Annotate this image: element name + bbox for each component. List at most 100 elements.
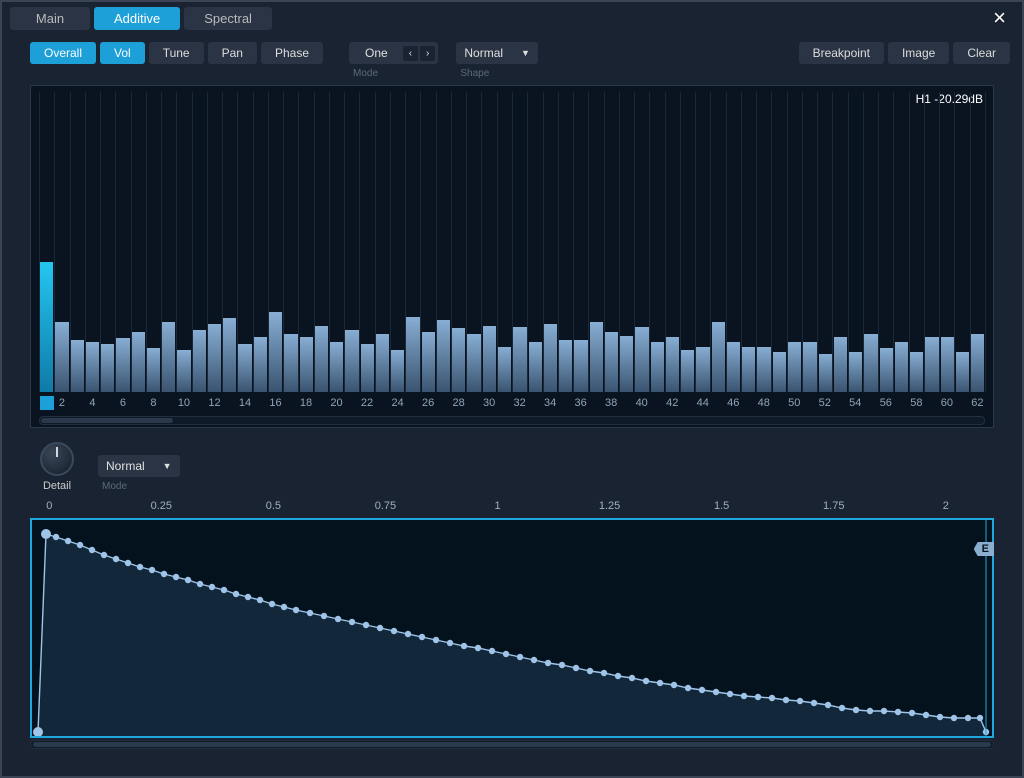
param-vol[interactable]: Vol bbox=[100, 42, 145, 64]
harmonic-bar[interactable] bbox=[880, 348, 893, 392]
envelope-breakpoint[interactable] bbox=[461, 643, 467, 649]
envelope-breakpoint[interactable] bbox=[65, 538, 71, 544]
harmonic-bar[interactable] bbox=[467, 334, 480, 392]
envelope-breakpoint[interactable] bbox=[125, 560, 131, 566]
envelope-breakpoint[interactable] bbox=[419, 634, 425, 640]
envelope-breakpoint[interactable] bbox=[671, 682, 677, 688]
harmonic-bar[interactable] bbox=[177, 350, 190, 392]
envelope-breakpoint[interactable] bbox=[391, 628, 397, 634]
close-icon[interactable]: × bbox=[985, 5, 1014, 31]
envelope-breakpoint[interactable] bbox=[727, 691, 733, 697]
harmonic-bar[interactable] bbox=[71, 340, 84, 392]
harmonic-bar[interactable] bbox=[590, 322, 603, 392]
harmonic-bar[interactable] bbox=[40, 262, 53, 392]
harmonic-bar[interactable] bbox=[116, 338, 129, 392]
envelope-breakpoint[interactable] bbox=[321, 613, 327, 619]
envelope-breakpoint[interactable] bbox=[797, 698, 803, 704]
harmonic-bar[interactable] bbox=[544, 324, 557, 392]
harmonic-bar[interactable] bbox=[269, 312, 282, 392]
spectrum-scrollbar[interactable] bbox=[39, 416, 985, 425]
harmonic-bar[interactable] bbox=[498, 347, 511, 392]
envelope-breakpoint[interactable] bbox=[209, 584, 215, 590]
envelope-breakpoint[interactable] bbox=[245, 594, 251, 600]
envelope-breakpoint[interactable] bbox=[839, 705, 845, 711]
envelope-breakpoint[interactable] bbox=[643, 678, 649, 684]
harmonic-bar[interactable] bbox=[605, 332, 618, 392]
harmonic-bar[interactable] bbox=[345, 330, 358, 392]
param-tune[interactable]: Tune bbox=[149, 42, 204, 64]
harmonic-bar[interactable] bbox=[208, 324, 221, 392]
harmonic-spectrum[interactable]: H1 -20.29dB 2468101214161820222426283032… bbox=[30, 85, 994, 428]
envelope-breakpoint[interactable] bbox=[783, 697, 789, 703]
harmonic-bar[interactable] bbox=[193, 330, 206, 392]
harmonic-bar[interactable] bbox=[483, 326, 496, 392]
envelope-breakpoint[interactable] bbox=[965, 715, 971, 721]
harmonic-bar[interactable] bbox=[757, 347, 770, 392]
envelope-breakpoint[interactable] bbox=[531, 657, 537, 663]
envelope-breakpoint[interactable] bbox=[405, 631, 411, 637]
harmonic-bar[interactable] bbox=[101, 344, 114, 392]
envelope-breakpoint[interactable] bbox=[257, 597, 263, 603]
param-phase[interactable]: Phase bbox=[261, 42, 323, 64]
harmonic-bar[interactable] bbox=[910, 352, 923, 392]
envelope-breakpoint[interactable] bbox=[559, 662, 565, 668]
envelope-breakpoint[interactable] bbox=[335, 616, 341, 622]
harmonic-bar[interactable] bbox=[147, 348, 160, 392]
harmonic-bar[interactable] bbox=[223, 318, 236, 392]
harmonic-bar[interactable] bbox=[284, 334, 297, 392]
envelope-breakpoint[interactable] bbox=[53, 534, 59, 540]
envelope-breakpoint[interactable] bbox=[895, 709, 901, 715]
harmonic-bar[interactable] bbox=[620, 336, 633, 392]
envelope-breakpoint[interactable] bbox=[41, 529, 51, 539]
harmonic-bar[interactable] bbox=[681, 350, 694, 392]
harmonic-bar[interactable] bbox=[834, 337, 847, 392]
harmonic-bar[interactable] bbox=[361, 344, 374, 392]
harmonic-bar[interactable] bbox=[727, 342, 740, 392]
envelope-end-marker[interactable]: E bbox=[974, 542, 994, 556]
harmonic-bar[interactable] bbox=[376, 334, 389, 392]
harmonic-bar[interactable] bbox=[391, 350, 404, 392]
param-pan[interactable]: Pan bbox=[208, 42, 257, 64]
harmonic-bar[interactable] bbox=[437, 320, 450, 392]
image-button[interactable]: Image bbox=[888, 42, 949, 64]
envelope-breakpoint[interactable] bbox=[307, 610, 313, 616]
harmonic-bar[interactable] bbox=[635, 327, 648, 392]
envelope-breakpoint[interactable] bbox=[113, 556, 119, 562]
envelope-breakpoint[interactable] bbox=[77, 542, 83, 548]
harmonic-bar[interactable] bbox=[330, 342, 343, 392]
envelope-breakpoint[interactable] bbox=[881, 708, 887, 714]
harmonic-bar[interactable] bbox=[666, 337, 679, 392]
envelope-breakpoint[interactable] bbox=[475, 645, 481, 651]
envelope-breakpoint[interactable] bbox=[293, 607, 299, 613]
harmonic-bar[interactable] bbox=[651, 342, 664, 392]
harmonic-bar[interactable] bbox=[529, 342, 542, 392]
mode-next-icon[interactable]: › bbox=[420, 46, 435, 61]
envelope-breakpoint[interactable] bbox=[149, 567, 155, 573]
envelope-breakpoint[interactable] bbox=[825, 702, 831, 708]
param-overall[interactable]: Overall bbox=[30, 42, 96, 64]
envelope-scrollbar[interactable] bbox=[30, 740, 994, 749]
harmonic-bar[interactable] bbox=[406, 317, 419, 392]
harmonic-bar[interactable] bbox=[742, 347, 755, 392]
envelope-breakpoint[interactable] bbox=[853, 707, 859, 713]
harmonic-bar[interactable] bbox=[712, 322, 725, 392]
envelope-breakpoint[interactable] bbox=[629, 675, 635, 681]
envelope-breakpoint[interactable] bbox=[517, 654, 523, 660]
harmonic-bar[interactable] bbox=[864, 334, 877, 392]
envelope-breakpoint[interactable] bbox=[909, 710, 915, 716]
envelope-breakpoint[interactable] bbox=[269, 601, 275, 607]
envelope-breakpoint[interactable] bbox=[161, 571, 167, 577]
envelope-breakpoint[interactable] bbox=[977, 715, 983, 721]
envelope-breakpoint[interactable] bbox=[657, 680, 663, 686]
harmonic-bar[interactable] bbox=[696, 347, 709, 392]
envelope-breakpoint[interactable] bbox=[545, 660, 551, 666]
harmonic-bar[interactable] bbox=[895, 342, 908, 392]
envelope-breakpoint[interactable] bbox=[489, 648, 495, 654]
harmonic-bar[interactable] bbox=[941, 337, 954, 392]
envelope-breakpoint[interactable] bbox=[769, 695, 775, 701]
envelope-breakpoint[interactable] bbox=[951, 715, 957, 721]
breakpoint-button[interactable]: Breakpoint bbox=[799, 42, 884, 64]
harmonic-bar[interactable] bbox=[849, 352, 862, 392]
harmonic-bar[interactable] bbox=[819, 354, 832, 392]
harmonic-bar[interactable] bbox=[132, 332, 145, 392]
